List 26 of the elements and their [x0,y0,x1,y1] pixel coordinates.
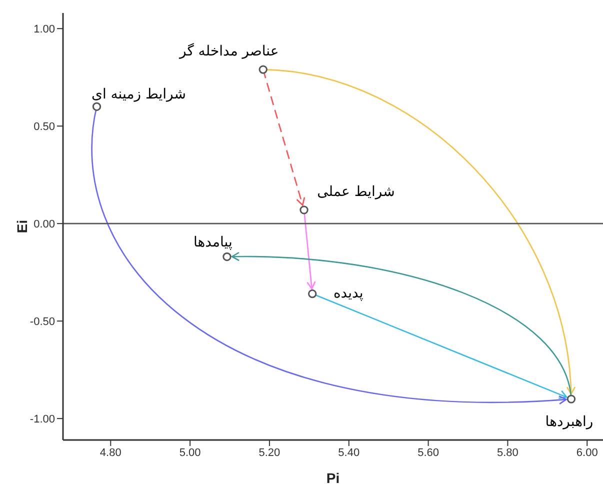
x-axis-title: Pi [326,470,340,484]
annotation: پیامدها [194,234,233,251]
y-axis-title: Ei [14,220,30,234]
annotation: راهبردها [545,414,594,430]
x-tick-label: 5.40 [338,446,360,459]
x-tick-label: 5.60 [418,446,440,459]
point [92,102,102,111]
y-tick-label: 1.00 [34,24,55,36]
annotation: عناصر مداخله گر [178,42,279,60]
x-tick-label: 5.00 [179,446,201,459]
x-tick-label: 5.20 [258,446,280,459]
y-tick-label: 0.50 [34,120,55,133]
y-tick-label: -0.50 [30,316,55,328]
point [258,65,268,74]
x-tick-label: 5.80 [496,446,518,459]
annotation: شرایط عملی [317,184,395,200]
point [300,206,308,214]
y-tick-label: 0.00 [34,218,55,230]
annotation: شرایط زمینه ای [92,86,186,102]
x-tick-label: 6.00 [576,446,598,459]
point [566,394,576,404]
annotation: پدیده [333,286,364,302]
point [308,289,317,298]
x-tick-label: 4.80 [100,446,122,459]
point [222,252,232,262]
y-tick-label: -1.00 [30,413,55,426]
